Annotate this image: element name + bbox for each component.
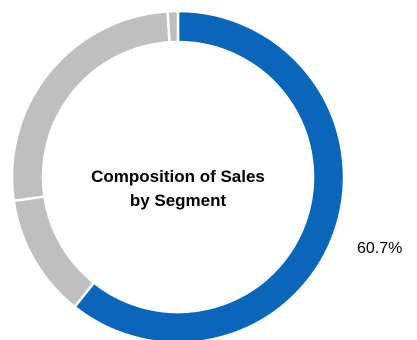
donut-slice-2 [12,195,96,309]
donut-slice-1 [72,9,346,340]
slice-labels: 60.7% [357,240,402,257]
chart-title-line-2: by Segment [130,191,227,210]
chart-title-line-1: Composition of Sales [91,167,265,186]
donut-slice-4 [166,9,180,44]
slice-label-1: 60.7% [357,240,402,257]
donut-slices [10,9,346,340]
